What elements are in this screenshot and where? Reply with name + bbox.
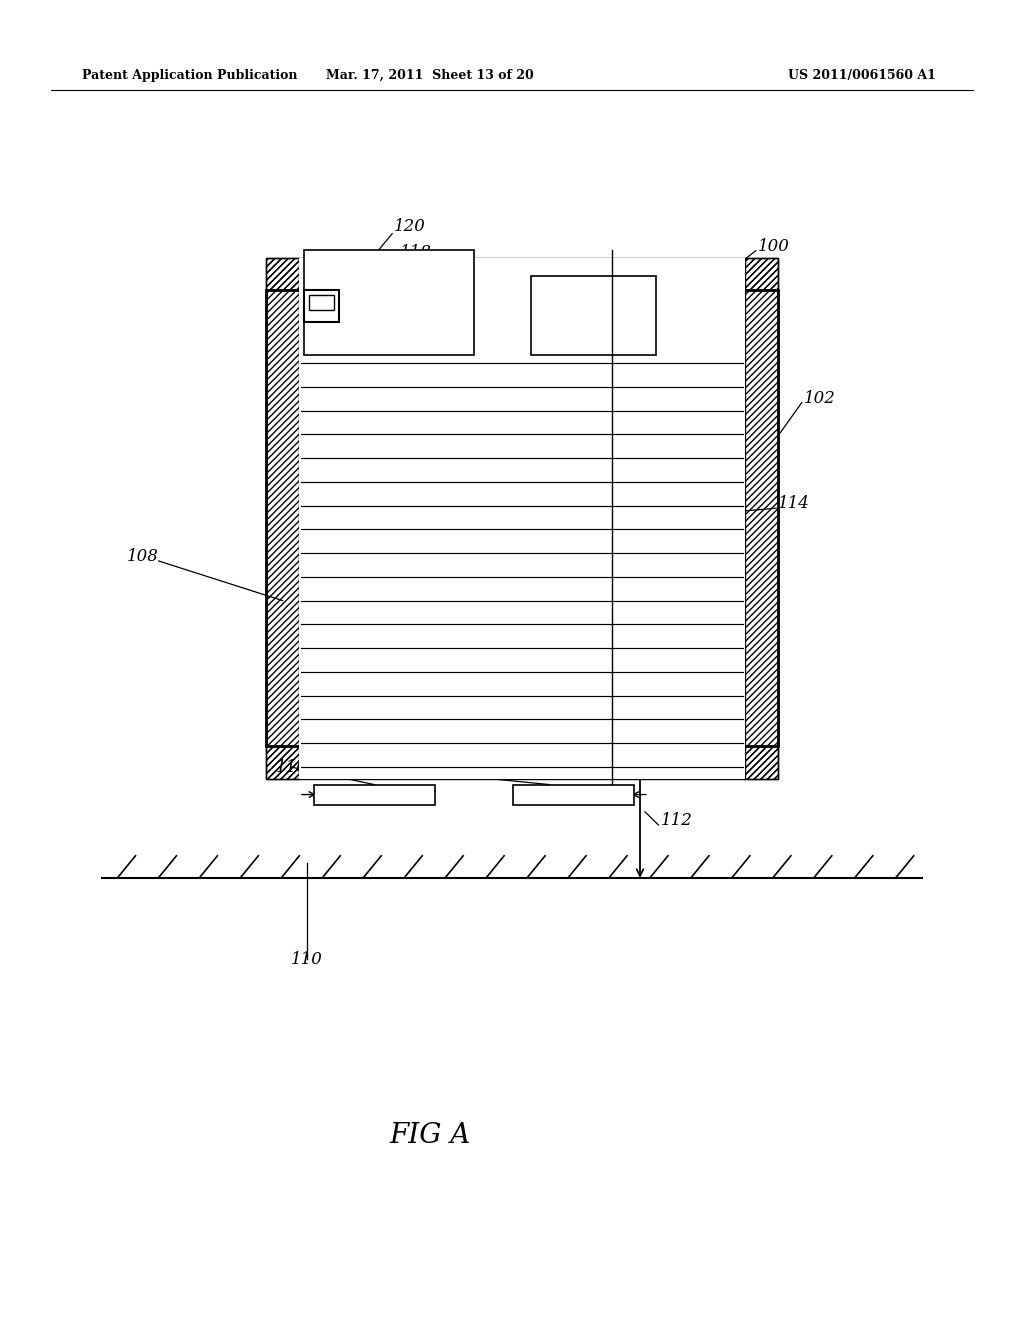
Bar	[304, 249, 474, 355]
Text: 104: 104	[424, 766, 457, 783]
Text: FIG A: FIG A	[389, 1122, 471, 1148]
Text: Mar. 17, 2011  Sheet 13 of 20: Mar. 17, 2011 Sheet 13 of 20	[327, 69, 534, 82]
Bar	[266, 257, 299, 779]
Text: 108: 108	[127, 548, 159, 565]
Bar	[309, 296, 334, 310]
Text: 120: 120	[394, 218, 426, 235]
Text: 102: 102	[804, 389, 836, 407]
Text: 100: 100	[758, 238, 790, 255]
Bar	[513, 784, 634, 805]
Bar	[266, 746, 778, 779]
Bar	[745, 257, 778, 779]
Text: Patent Application Publication: Patent Application Publication	[82, 69, 297, 82]
Bar	[266, 257, 778, 290]
Text: 110: 110	[291, 950, 324, 968]
Bar	[304, 290, 339, 322]
Bar	[299, 257, 745, 779]
Text: 118: 118	[399, 244, 431, 261]
Bar	[314, 784, 434, 805]
Text: 112: 112	[660, 812, 692, 829]
Text: 106: 106	[522, 264, 554, 281]
Text: 116: 116	[275, 759, 308, 776]
Text: 114: 114	[778, 495, 810, 512]
Bar	[266, 290, 778, 746]
Bar	[531, 276, 656, 355]
Text: US 2011/0061560 A1: US 2011/0061560 A1	[788, 69, 936, 82]
